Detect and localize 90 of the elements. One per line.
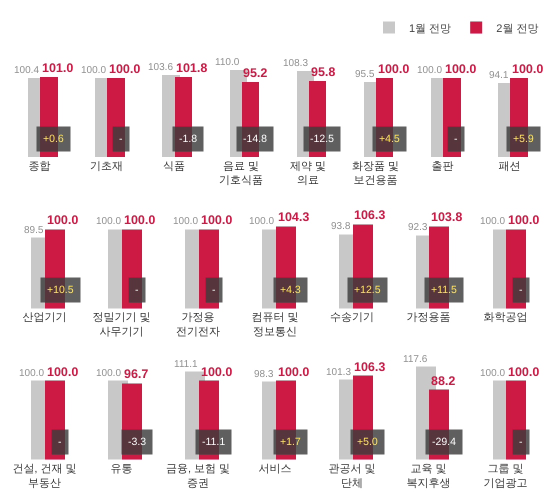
annotation: +4.3 xyxy=(280,284,301,296)
annotation: +5.0 xyxy=(357,436,378,448)
annotation: - xyxy=(519,284,523,296)
annotation: - xyxy=(212,284,216,296)
data-label: 103.8 xyxy=(431,210,462,224)
legend-label: 2월 전망 xyxy=(496,22,538,35)
data-label: 104.3 xyxy=(278,210,310,224)
annotation: -12.5 xyxy=(310,133,334,145)
x-tick-label: 가정용품 xyxy=(406,312,451,324)
data-label: 100.0 xyxy=(278,365,310,379)
data-label: 100.0 xyxy=(417,65,442,76)
data-label: 100.0 xyxy=(47,365,78,379)
x-tick-label: 관공서 및 단체 xyxy=(328,463,376,490)
data-label: 95.8 xyxy=(311,65,336,79)
annotation: -14.8 xyxy=(243,133,268,145)
data-label: 100.0 xyxy=(445,62,476,76)
data-label: 100.0 xyxy=(19,368,44,379)
annotation: -29.4 xyxy=(432,436,456,448)
annotation: - xyxy=(135,284,139,296)
data-label: 111.1 xyxy=(174,359,198,370)
x-tick-label: 출판 xyxy=(432,160,454,172)
data-label: 98.3 xyxy=(254,369,274,380)
x-tick-label: 컴퓨터 및 정보통신 xyxy=(251,312,299,338)
x-tick-label: 서비스 xyxy=(258,463,292,475)
annotation: +4.5 xyxy=(379,133,400,145)
data-label: 110.0 xyxy=(215,57,240,68)
annotation: +11.5 xyxy=(431,284,457,296)
data-label: 101.0 xyxy=(42,61,74,75)
x-tick-label: 화장품 및 보건용품 xyxy=(352,160,399,187)
x-tick-label: 기초재 xyxy=(90,160,124,172)
x-tick-label: 산업기기 xyxy=(22,312,66,324)
x-tick-label: 유통 xyxy=(110,463,132,475)
x-tick-label: 정밀기기 및 사무기기 xyxy=(92,312,150,338)
data-label: 93.8 xyxy=(331,221,351,232)
data-label: 100.0 xyxy=(480,368,506,379)
data-label: 100.0 xyxy=(109,62,140,76)
data-label: 89.5 xyxy=(24,225,44,236)
data-label: 100.0 xyxy=(173,216,198,227)
data-label: 117.6 xyxy=(403,354,428,365)
x-tick-label: 제약 및 의료 xyxy=(290,160,326,187)
data-label: 106.3 xyxy=(354,208,386,222)
annotation: +5.9 xyxy=(513,133,534,145)
data-label: 100.0 xyxy=(249,216,274,227)
annotation: +10.5 xyxy=(47,284,74,296)
x-tick-label: 식품 xyxy=(162,160,185,172)
x-tick-label: 수송기기 xyxy=(330,312,374,324)
x-tick-label: 그룹 및 기업광고 xyxy=(484,463,528,490)
data-label: 100.0 xyxy=(96,216,122,227)
x-tick-label: 가정용 전기전자 xyxy=(176,312,220,338)
x-tick-label: 화학공업 xyxy=(484,312,528,324)
annotation: - xyxy=(454,133,458,145)
data-label: 100.4 xyxy=(14,65,40,76)
annotation: - xyxy=(519,436,523,448)
data-label: 95.2 xyxy=(243,66,268,80)
data-label: 106.3 xyxy=(354,360,386,374)
annotation: -1.8 xyxy=(179,133,198,145)
data-label: 101.8 xyxy=(176,61,208,75)
data-label: 100.0 xyxy=(508,365,540,379)
x-tick-label: 금융, 보험 및 증권 xyxy=(166,463,230,490)
annotation: -11.1 xyxy=(202,436,226,448)
data-label: 94.1 xyxy=(489,70,509,81)
data-label: 100.0 xyxy=(508,213,540,227)
data-label: 100.0 xyxy=(201,213,232,227)
x-tick-label: 교육 및 복지후생 xyxy=(406,463,451,490)
data-label: 100.0 xyxy=(96,368,122,379)
annotation: +0.6 xyxy=(43,133,64,145)
annotation: - xyxy=(58,436,62,448)
x-tick-label: 종합 xyxy=(28,160,51,172)
data-label: 101.3 xyxy=(326,367,352,378)
data-label: 100.0 xyxy=(201,365,232,379)
data-label: 100.0 xyxy=(378,62,410,76)
data-label: 92.3 xyxy=(408,222,428,233)
data-label: 100.0 xyxy=(480,216,506,227)
data-label: 103.6 xyxy=(148,62,174,73)
annotation: +12.5 xyxy=(354,284,381,296)
data-label: 100.0 xyxy=(512,62,544,76)
x-tick-label: 패션 xyxy=(498,160,521,172)
data-label: 88.2 xyxy=(431,374,456,388)
annotation: -3.3 xyxy=(128,436,146,448)
data-label: 100.0 xyxy=(47,213,78,227)
x-tick-label: 음료 및 기호식품 xyxy=(219,160,264,187)
annotation: +1.7 xyxy=(280,436,301,448)
data-label: 100.0 xyxy=(124,213,156,227)
x-tick-label: 건설, 건재 및 부동산 xyxy=(12,463,77,490)
data-label: 95.5 xyxy=(355,69,375,80)
annotation: - xyxy=(119,133,123,145)
data-label: 96.7 xyxy=(124,367,148,381)
data-label: 108.3 xyxy=(283,58,308,69)
legend-label: 1월 전망 xyxy=(409,22,452,35)
data-label: 100.0 xyxy=(81,65,106,76)
